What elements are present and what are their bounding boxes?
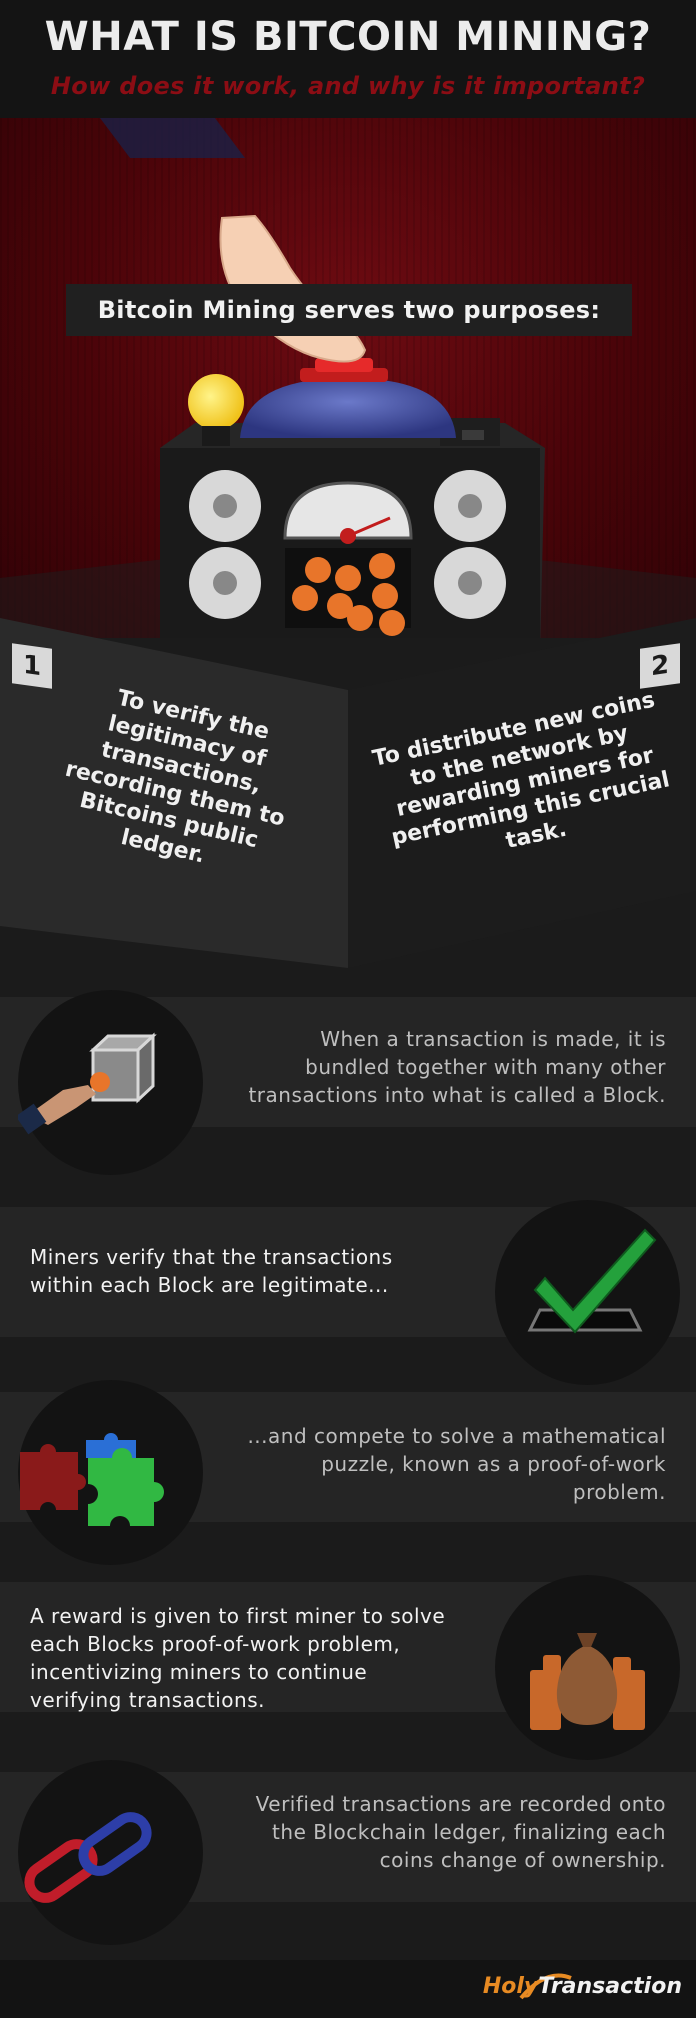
checkmark-icon [527, 1228, 657, 1334]
step-2: Miners verify that the transactions with… [0, 1195, 696, 1385]
footer: HolyTransaction [0, 1960, 696, 2018]
purpose-number-1: 1 [12, 643, 52, 689]
page-subtitle: How does it work, and why is it importan… [50, 72, 646, 100]
step-4: A reward is given to first miner to solv… [0, 1570, 696, 1760]
holytransaction-logo[interactable]: HolyTransaction [483, 1974, 682, 1999]
step-2-text: Miners verify that the transactions with… [30, 1245, 393, 1297]
step-5: Verified transactions are recorded onto … [0, 1760, 696, 1945]
step-3: ...and compete to solve a mathematical p… [0, 1380, 696, 1565]
step-1: When a transaction is made, it is bundle… [0, 985, 696, 1175]
logo-holy: Holy [482, 1974, 539, 1999]
step-1-text: When a transaction is made, it is bundle… [248, 1027, 666, 1107]
block-deposit-icon [18, 1032, 157, 1135]
step-4-text: A reward is given to first miner to solv… [30, 1604, 446, 1712]
puzzle-pieces-icon [20, 1433, 164, 1526]
page-title: WHAT IS BITCOIN MINING? [44, 14, 652, 60]
purposes-banner: Bitcoin Mining serves two purposes: [66, 284, 632, 336]
step-5-text: Verified transactions are recorded onto … [255, 1792, 666, 1872]
money-bag-icon [530, 1633, 645, 1730]
logo-transaction: Transaction [538, 1974, 682, 1999]
chain-link-icon [24, 1812, 152, 1903]
step-3-text: ...and compete to solve a mathematical p… [247, 1424, 666, 1504]
hero-stage: Bitcoin Mining serves two purposes: [0, 118, 696, 638]
header: WHAT IS BITCOIN MINING? How does it work… [0, 0, 696, 118]
mining-machine-illustration [0, 118, 696, 638]
logo-swoosh-icon [519, 1973, 572, 2000]
purpose-number-2: 2 [640, 643, 680, 689]
